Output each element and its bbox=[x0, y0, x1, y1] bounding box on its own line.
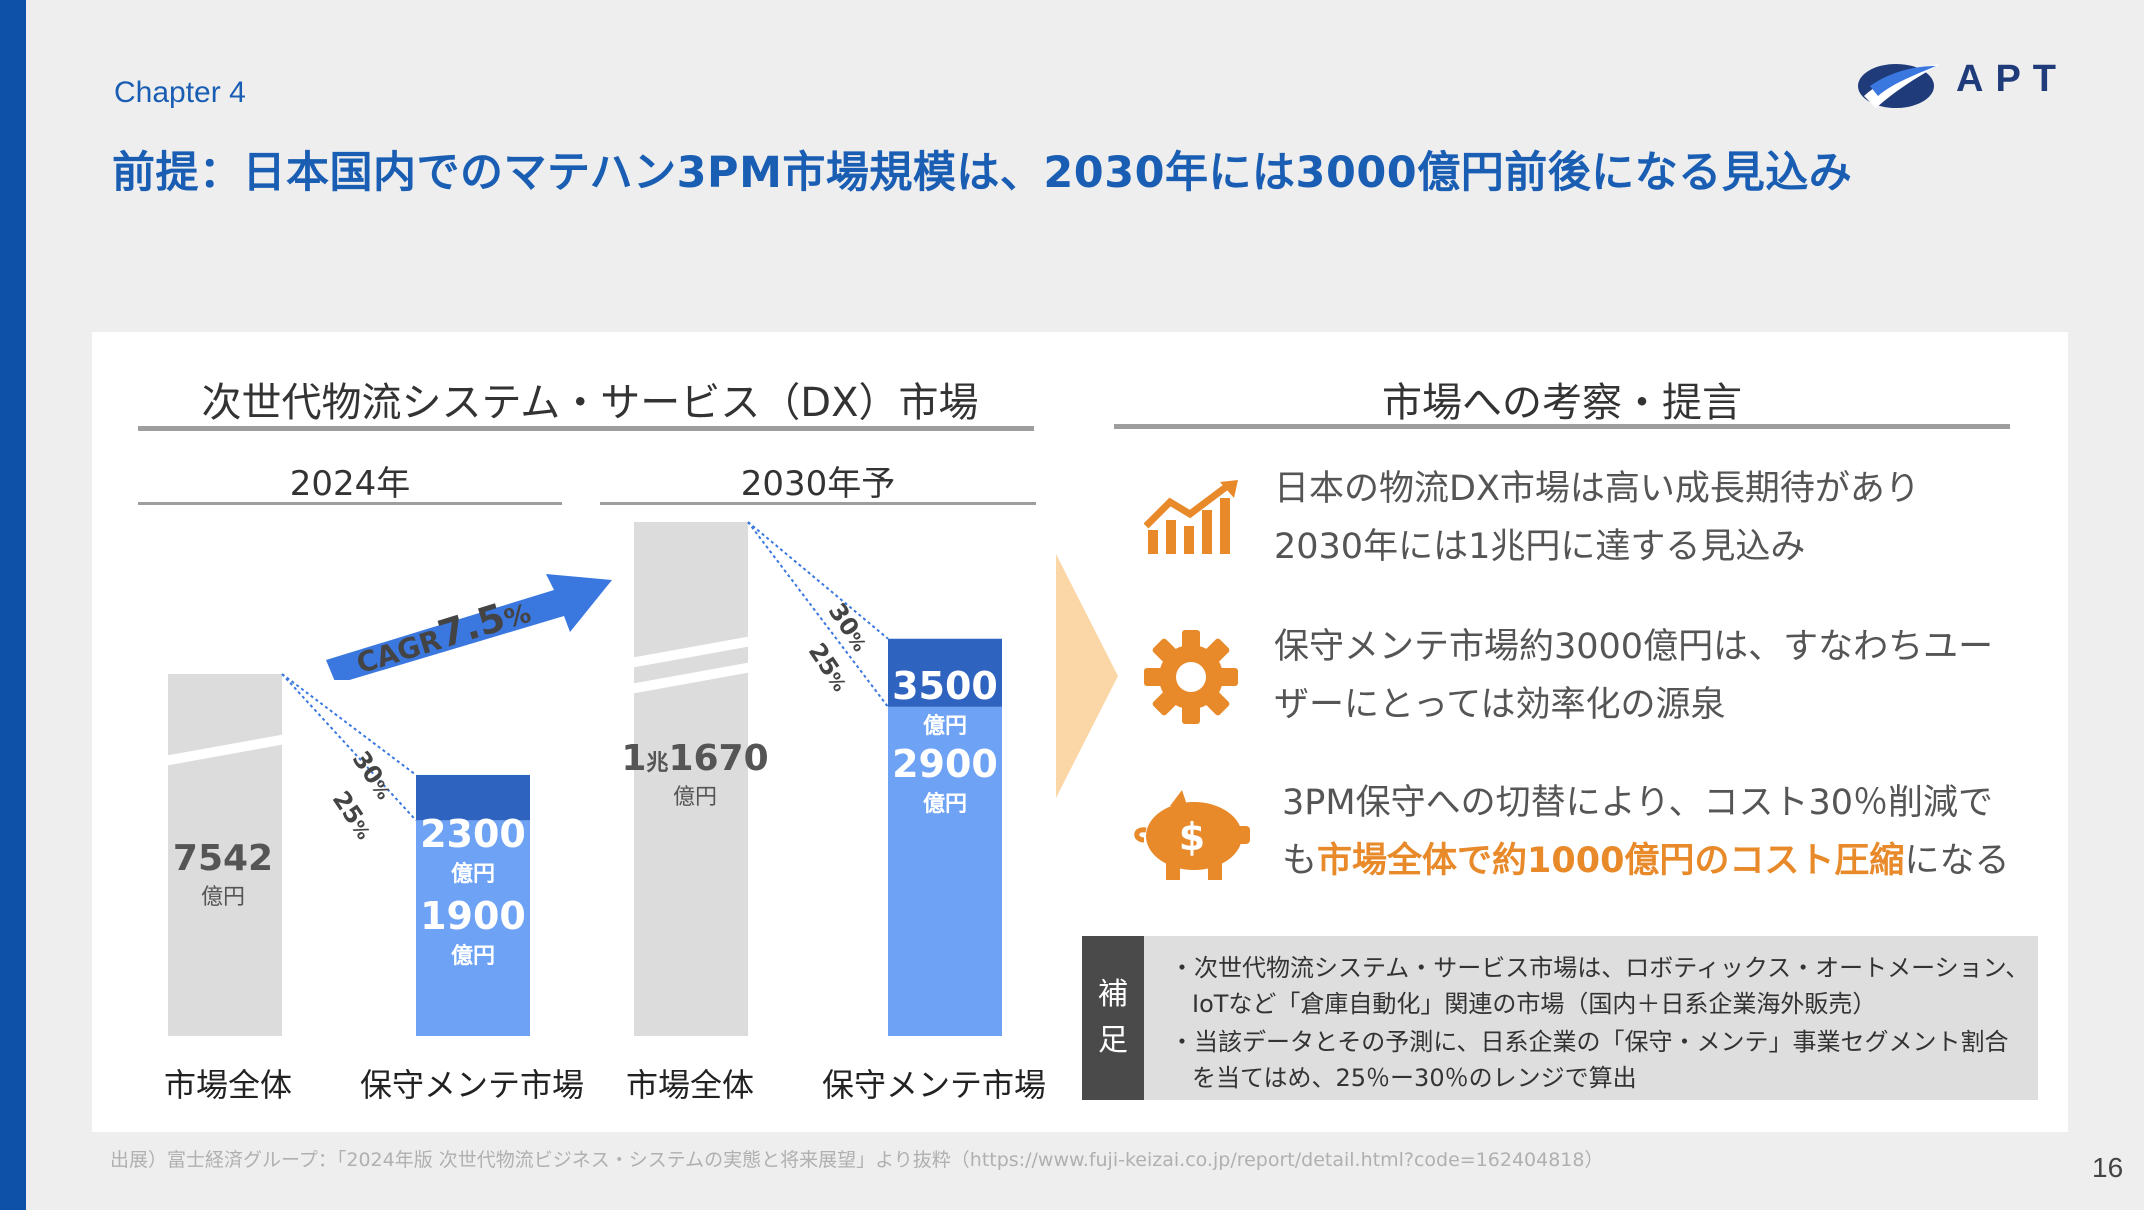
connector-2024-30 bbox=[281, 673, 417, 776]
bar-2030-total bbox=[634, 522, 748, 1036]
axis-break-mark bbox=[630, 662, 752, 694]
value-label-2024-total: 7542 億円 bbox=[172, 838, 274, 910]
value-label-2030-lower: 2900 億円 bbox=[892, 742, 998, 817]
x-label-2024-total: 市場全体 bbox=[163, 1066, 292, 1104]
growth-chart-icon bbox=[1144, 480, 1238, 554]
note-line-1: ・次世代物流システム・サービス市場は、ロボティックス・オートメーション、 bbox=[1170, 954, 2030, 982]
apt-logo-icon bbox=[1858, 64, 1940, 108]
gear-icon bbox=[1144, 630, 1238, 724]
connector-2030-30 bbox=[747, 521, 889, 640]
value-label-2024-lower: 1900 億円 bbox=[420, 894, 526, 969]
insight-1: 日本の物流DX市場は高い成長期待があり 2030年には1兆円に達する見込み bbox=[1274, 469, 1920, 567]
year-2030-rule bbox=[600, 502, 1036, 505]
insight-section-title: 市場への考察・提言 bbox=[1382, 380, 1742, 426]
slide-title: 前提：日本国内でのマテハン3PM市場規模は、2030年には3000億円前後になる… bbox=[112, 148, 1853, 198]
bar-2024-maint-lower bbox=[416, 820, 530, 1036]
bar-2030-maint-lower bbox=[888, 706, 1002, 1036]
chevron-right-icon bbox=[1056, 554, 1118, 798]
note-line-4: を当てはめ、25％ー30％のレンジで算出 bbox=[1192, 1064, 1637, 1092]
left-accent-bar bbox=[0, 0, 26, 1210]
year-2024-rule bbox=[138, 502, 562, 505]
cagr-arrow-icon bbox=[326, 574, 612, 680]
axis-break-mark bbox=[164, 734, 286, 766]
insight-3: 3PM保守への切替により、コスト30％削減で も市場全体で約1000億円のコスト… bbox=[1282, 783, 2010, 881]
value-label-2030-upper: 3500 億円 bbox=[892, 664, 998, 739]
connector-2030-25 bbox=[747, 521, 889, 708]
bar-2024-maint-upper bbox=[416, 774, 530, 821]
logo-text: APT bbox=[1956, 58, 2068, 100]
supplement-tag: 補 足 bbox=[1082, 936, 1144, 1100]
piggy-bank-icon: $ bbox=[1134, 790, 1250, 880]
section-rule-right bbox=[1114, 424, 2010, 429]
value-label-2030-total: 1兆1670 億円 bbox=[621, 738, 769, 810]
chapter-label: Chapter 4 bbox=[114, 76, 246, 109]
market-section-title: 次世代物流システム・サービス（DX）市場 bbox=[201, 380, 979, 426]
page-number: 16 bbox=[2092, 1152, 2124, 1183]
bar-2030-maint-upper bbox=[888, 638, 1002, 707]
note-line-2: IoTなど「倉庫自動化」関連の市場（国内＋日系企業海外販売） bbox=[1192, 990, 1877, 1018]
x-label-2024-maint: 保守メンテ市場 bbox=[359, 1066, 584, 1104]
year-2024-label: 2024年 bbox=[289, 464, 411, 504]
insight-2: 保守メンテ市場約3000億円は、すなわちユー ザーにとっては効率化の源泉 bbox=[1274, 627, 1994, 725]
bar-2024-total bbox=[168, 674, 282, 1036]
section-rule-left bbox=[138, 426, 1034, 431]
x-label-2030-total: 市場全体 bbox=[625, 1066, 754, 1104]
note-line-3: ・当該データとその予測に、日系企業の「保守・メンテ」事業セグメント割合 bbox=[1170, 1028, 2009, 1056]
supplement-note-box bbox=[1082, 936, 2038, 1100]
source-citation: 出展）富士経済グループ：「2024年版 次世代物流ビジネス・システムの実態と将来… bbox=[110, 1149, 1604, 1171]
year-2030-label: 2030年予 bbox=[740, 464, 896, 504]
x-label-2030-maint: 保守メンテ市場 bbox=[821, 1066, 1046, 1104]
axis-break-mark bbox=[630, 636, 752, 668]
svg-text:$: $ bbox=[1179, 815, 1205, 859]
cost-highlight: 市場全体で約1000億円のコスト圧縮 bbox=[1317, 841, 1905, 881]
value-label-2024-upper: 2300 億円 bbox=[420, 812, 526, 887]
